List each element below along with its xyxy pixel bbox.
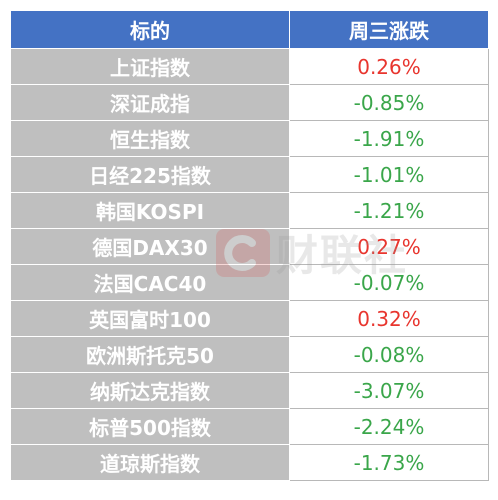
table-row: 法国CAC40 -0.07%: [10, 264, 489, 301]
index-change: 0.27%: [289, 228, 489, 265]
table-row: 日经225指数 -1.01%: [10, 156, 489, 193]
table-row: 恒生指数 -1.91%: [10, 120, 489, 157]
index-name: 日经225指数: [10, 156, 290, 193]
header-change: 周三涨跌: [289, 10, 489, 49]
index-change: 0.32%: [289, 300, 489, 337]
index-change: -3.07%: [289, 372, 489, 409]
table-row: 标普500指数 -2.24%: [10, 408, 489, 445]
index-name: 纳斯达克指数: [10, 372, 290, 409]
table-row: 韩国KOSPI -1.21%: [10, 192, 489, 229]
index-name: 道琼斯指数: [10, 444, 290, 481]
index-name: 上证指数: [10, 48, 290, 85]
header-row: 标的 周三涨跌: [10, 10, 489, 49]
index-name: 法国CAC40: [10, 264, 290, 301]
index-change: -0.07%: [289, 264, 489, 301]
table-row: 欧洲斯托克50 -0.08%: [10, 336, 489, 373]
index-change: -1.91%: [289, 120, 489, 157]
table-row: 英国富时100 0.32%: [10, 300, 489, 337]
index-name: 标普500指数: [10, 408, 290, 445]
index-name: 欧洲斯托克50: [10, 336, 290, 373]
table-row: 纳斯达克指数 -3.07%: [10, 372, 489, 409]
index-change: -1.01%: [289, 156, 489, 193]
index-change: -2.24%: [289, 408, 489, 445]
index-change: -1.73%: [289, 444, 489, 481]
table-row: 深证成指 -0.85%: [10, 84, 489, 121]
index-name: 德国DAX30: [10, 228, 290, 265]
index-change: -0.85%: [289, 84, 489, 121]
index-name: 英国富时100: [10, 300, 290, 337]
table-row: 上证指数 0.26%: [10, 48, 489, 85]
header-name: 标的: [10, 10, 290, 49]
table-row: 道琼斯指数 -1.73%: [10, 444, 489, 481]
index-name: 韩国KOSPI: [10, 192, 290, 229]
table-row: 德国DAX30 0.27%: [10, 228, 489, 265]
index-change: -0.08%: [289, 336, 489, 373]
index-change: 0.26%: [289, 48, 489, 85]
index-name: 恒生指数: [10, 120, 290, 157]
index-change-table: 标的 周三涨跌 上证指数 0.26% 深证成指 -0.85% 恒生指数 -1.91% 日经2…: [10, 10, 489, 481]
index-change: -1.21%: [289, 192, 489, 229]
index-name: 深证成指: [10, 84, 290, 121]
